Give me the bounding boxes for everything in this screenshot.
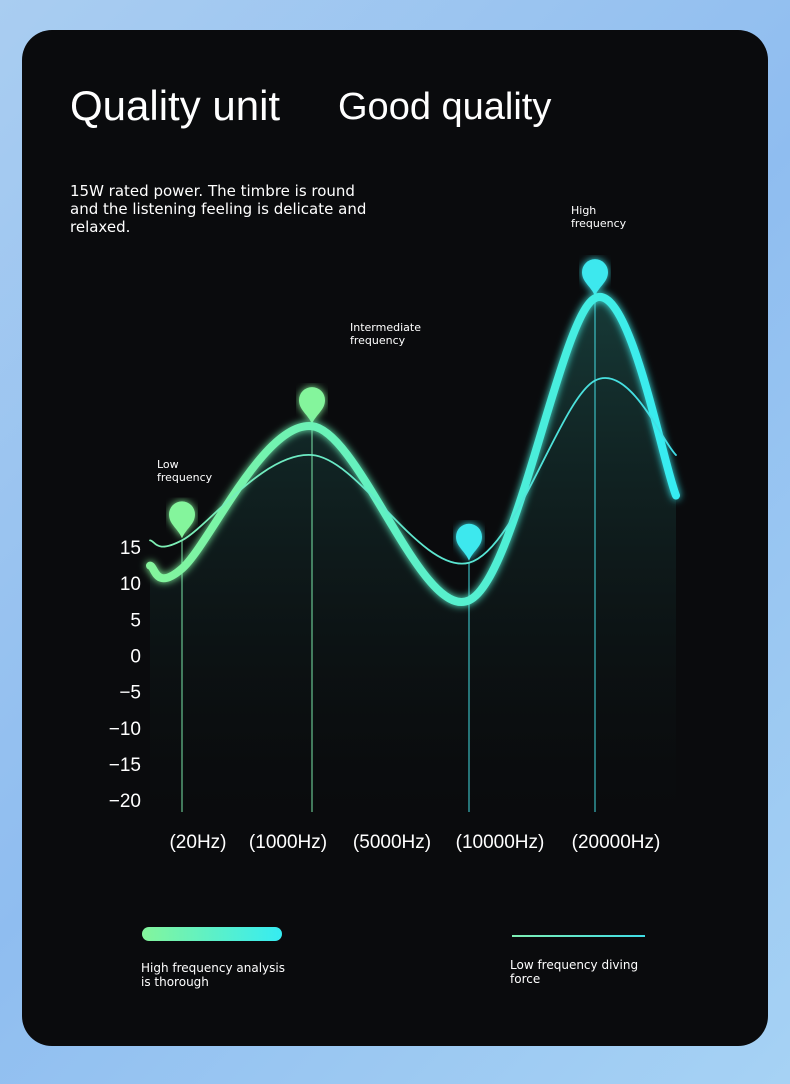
annotation: High frequency: [571, 204, 627, 230]
subtitle: Good quality: [338, 86, 552, 128]
legend-label: High frequency analysis is thorough: [141, 961, 285, 989]
y-tick-label: −15: [109, 755, 141, 776]
y-tick-label: −5: [119, 683, 141, 704]
pin: [169, 501, 195, 539]
x-tick-label: (10000Hz): [456, 832, 545, 853]
y-tick-label: 5: [130, 610, 141, 631]
pin: [456, 523, 482, 561]
x-tick-label: (1000Hz): [249, 832, 327, 853]
y-tick-label: 10: [120, 574, 141, 595]
title: Quality unit: [70, 82, 281, 129]
annotation: Intermediate frequency: [350, 321, 421, 347]
series-line: [149, 377, 677, 565]
y-tick-label: 0: [130, 646, 141, 667]
pin: [299, 387, 325, 425]
x-tick-label: (20000Hz): [572, 832, 661, 853]
x-tick-label: (20Hz): [169, 832, 226, 853]
x-tick-label: (5000Hz): [353, 832, 431, 853]
pin: [582, 259, 608, 297]
y-tick-label: −20: [109, 791, 141, 812]
y-tick-label: −10: [109, 719, 141, 740]
annotation: Low frequency: [157, 458, 213, 484]
y-tick-label: 15: [120, 538, 141, 559]
legend-label: Low frequency diving force: [510, 958, 639, 986]
description: 15W rated power. The timbre is round and…: [70, 182, 367, 236]
series-line: [146, 293, 680, 606]
